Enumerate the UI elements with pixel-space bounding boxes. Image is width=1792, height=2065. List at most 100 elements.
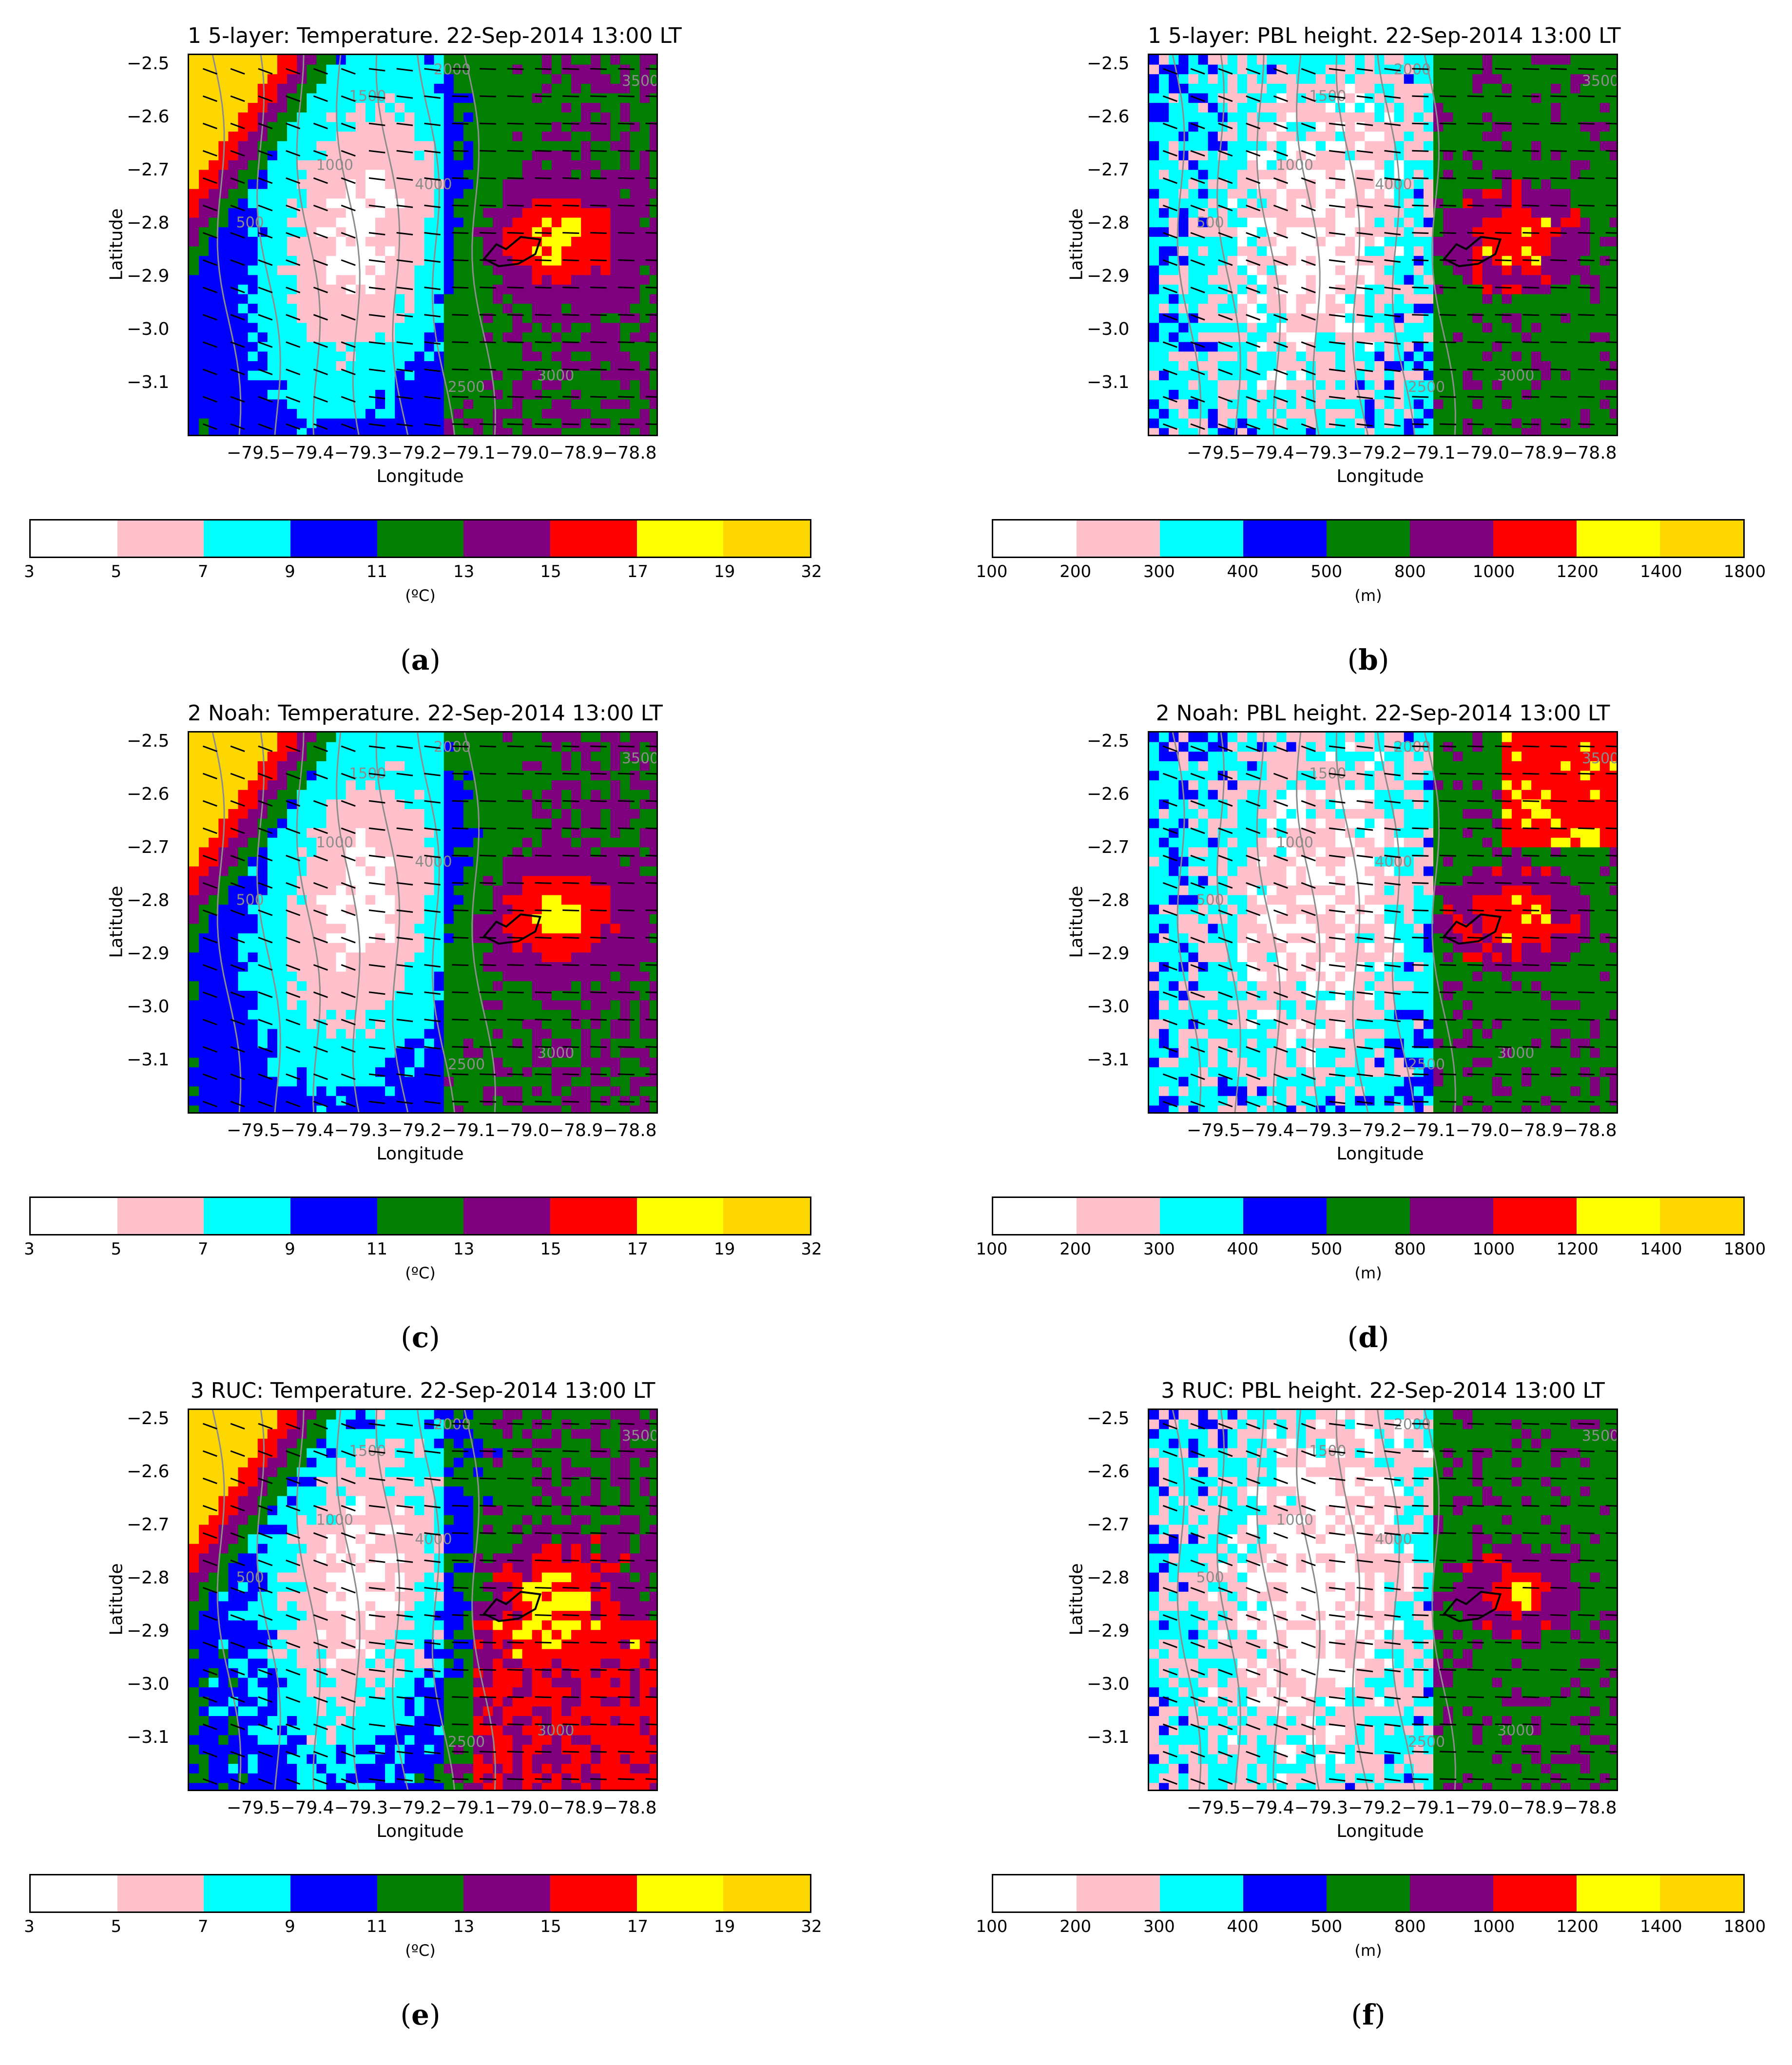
field-cell (189, 122, 199, 132)
field-cell (453, 780, 464, 791)
field-cell (1423, 132, 1434, 142)
field-cell (1570, 275, 1581, 285)
field-cell (1463, 409, 1473, 419)
field-cell (405, 752, 415, 762)
field-cell (1413, 332, 1424, 343)
field-cell (600, 809, 611, 819)
field-cell (1188, 428, 1199, 435)
field-cell (1286, 428, 1297, 435)
field-cell (248, 217, 258, 228)
wind-arrow (1605, 204, 1617, 207)
field-cell (326, 74, 337, 84)
field-cell (1482, 122, 1493, 132)
field-cell (385, 93, 395, 103)
field-cell (1286, 217, 1297, 228)
field-cell (591, 170, 601, 180)
field-cell (228, 409, 239, 419)
field-cell (1570, 179, 1581, 190)
field-cell (541, 399, 552, 409)
field-cell (1433, 275, 1444, 285)
field-cell (620, 55, 631, 65)
field-cell (307, 304, 317, 314)
field-cell (1198, 236, 1209, 247)
field-cell (512, 217, 523, 228)
field-cell (1511, 294, 1522, 304)
field-cell (639, 285, 650, 295)
elevation-contour (375, 55, 409, 435)
wind-arrow (258, 287, 273, 293)
field-cell (414, 208, 425, 218)
field-cell (1511, 170, 1522, 180)
field-cell (365, 428, 376, 435)
field-cell (1315, 227, 1326, 237)
wind-arrow (258, 368, 273, 375)
field-cell (512, 761, 523, 772)
field-cell (1374, 418, 1385, 428)
field-cell (346, 733, 356, 743)
field-cell (326, 342, 337, 352)
field-cell (600, 304, 611, 314)
wind-arrow (202, 68, 217, 75)
field-cell (610, 275, 621, 285)
field-cell (434, 837, 444, 848)
field-cell (581, 790, 591, 800)
field-cell (257, 428, 268, 435)
wind-arrow (230, 341, 245, 348)
field-cell (610, 217, 621, 228)
field-cell (267, 323, 278, 333)
field-cell (1463, 64, 1473, 75)
field-cell (571, 399, 581, 409)
field-cell (1404, 198, 1414, 209)
field-cell (610, 141, 621, 151)
field-cell (1188, 208, 1199, 218)
wind-arrow (424, 150, 441, 154)
field-cell (1257, 285, 1267, 295)
field-cell (385, 285, 395, 295)
field-cell (1247, 323, 1257, 333)
field-cell (1443, 55, 1453, 65)
field-cell (1345, 332, 1355, 343)
field-cell (209, 179, 219, 190)
field-cell (228, 132, 239, 142)
field-cell (424, 160, 435, 171)
field-cell (287, 217, 297, 228)
field-cell (483, 179, 493, 190)
field-cell (316, 160, 327, 171)
colorbar-segment (1410, 521, 1493, 557)
field-cell (512, 780, 523, 791)
field-cell (267, 733, 278, 743)
field-cell (189, 733, 199, 743)
field-cell (1570, 141, 1581, 151)
wind-arrow (313, 177, 328, 184)
field-cell (1502, 179, 1512, 190)
wind-arrow (507, 423, 524, 425)
field-cell (297, 304, 307, 314)
field-cell (591, 285, 601, 295)
field-cell (385, 103, 395, 113)
field-cell (267, 399, 278, 409)
field-cell (561, 428, 572, 435)
field-cell (1404, 342, 1414, 352)
field-cell (346, 132, 356, 142)
field-cell (414, 132, 425, 142)
field-cell (1286, 189, 1297, 199)
wind-arrow (396, 232, 413, 235)
field-cell (591, 380, 601, 390)
field-cell (1482, 132, 1493, 142)
field-cell (1276, 74, 1287, 84)
field-cell (1267, 55, 1277, 65)
field-cell (483, 828, 493, 838)
wind-arrow (368, 368, 385, 372)
field-cell (1511, 198, 1522, 209)
wind-arrow (341, 232, 356, 239)
field-cell (630, 294, 640, 304)
field-cell (346, 198, 356, 209)
field-cell (561, 799, 572, 810)
field-cell (277, 55, 288, 65)
field-cell (483, 227, 493, 237)
wind-arrow (1246, 396, 1261, 403)
field-cell (1551, 304, 1561, 314)
field-cell (1472, 409, 1483, 419)
wind-arrow (1384, 368, 1401, 372)
field-cell (1237, 189, 1248, 199)
